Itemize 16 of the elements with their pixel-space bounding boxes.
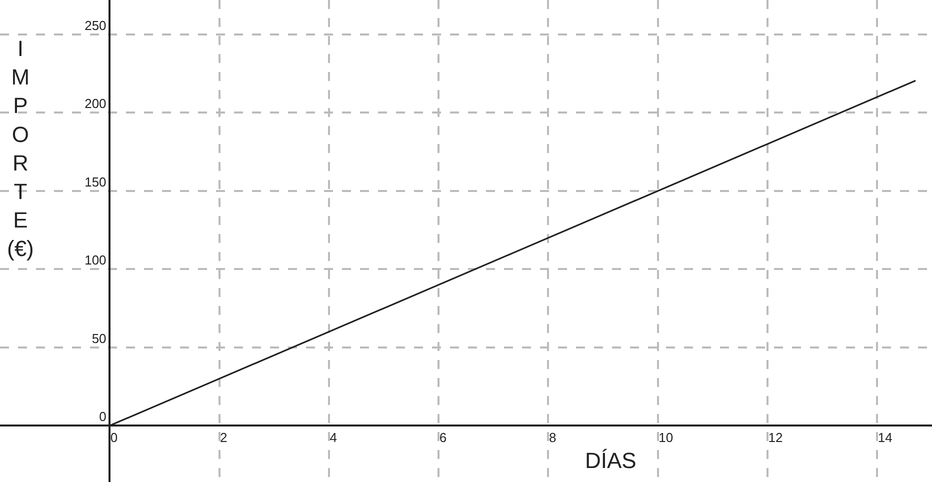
- y-tick-label: 200: [84, 96, 106, 112]
- y-tick-label: 150: [84, 174, 106, 190]
- x-axis-title: DÍAS: [585, 448, 636, 473]
- y-tick-label: 0: [99, 409, 106, 424]
- y-axis-title: IMPORTE (€): [7, 36, 34, 262]
- x-tick-label: 2: [220, 430, 228, 446]
- x-tick-label: 6: [439, 430, 447, 446]
- y-tick-label: 250: [84, 18, 106, 33]
- x-tick-label: 0: [110, 430, 118, 446]
- x-tick-label: 12: [768, 430, 783, 446]
- y-tick-label: 50: [92, 330, 106, 346]
- y-tick-label: 100: [84, 252, 106, 268]
- x-tick-label: 14: [878, 430, 892, 446]
- x-tick-label: 8: [548, 430, 556, 446]
- x-tick-label: 10: [658, 430, 674, 446]
- x-tick-label: 4: [330, 430, 337, 446]
